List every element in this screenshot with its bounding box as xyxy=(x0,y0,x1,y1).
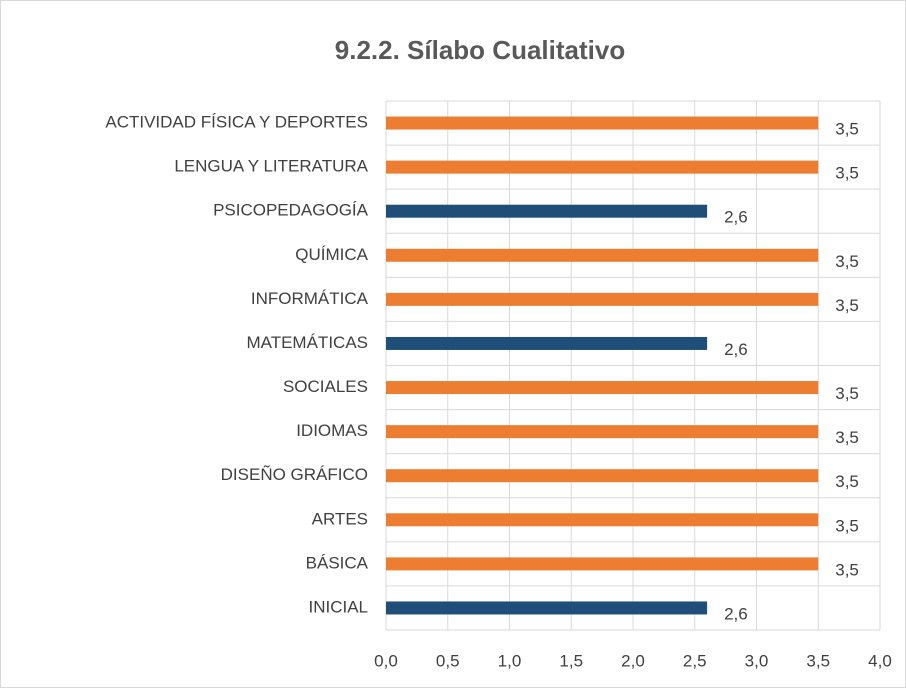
data-label: 3,5 xyxy=(835,164,859,183)
y-tick-label: ARTES xyxy=(312,509,368,528)
bar xyxy=(386,425,819,439)
data-label: 3,5 xyxy=(835,428,859,447)
y-tick-label: DISEÑO GRÁFICO xyxy=(221,465,368,484)
y-tick-label: LENGUA Y LITERATURA xyxy=(174,157,368,176)
bar xyxy=(386,248,819,262)
data-label: 2,6 xyxy=(724,208,748,227)
x-tick-label: 3,5 xyxy=(806,651,830,670)
y-tick-label: PSICOPEDAGOGÍA xyxy=(213,201,369,220)
bar xyxy=(386,381,819,395)
y-tick-label: SOCIALES xyxy=(283,377,368,396)
data-label: 3,5 xyxy=(835,384,859,403)
data-label: 3,5 xyxy=(835,296,859,315)
data-label: 3,5 xyxy=(835,560,859,579)
x-tick-label: 0,0 xyxy=(374,651,398,670)
bar xyxy=(386,513,819,527)
y-tick-label: INICIAL xyxy=(308,597,368,616)
data-label: 3,5 xyxy=(835,252,859,271)
x-tick-label: 2,0 xyxy=(621,651,645,670)
x-tick-label: 0,5 xyxy=(436,651,460,670)
x-tick-label: 1,0 xyxy=(498,651,522,670)
data-label: 3,5 xyxy=(835,120,859,139)
bar xyxy=(386,204,708,218)
bar xyxy=(386,336,708,350)
y-tick-label: INFORMÁTICA xyxy=(251,289,369,308)
bar xyxy=(386,557,819,571)
bar xyxy=(386,292,819,306)
x-tick-label: 2,5 xyxy=(683,651,707,670)
x-tick-label: 4,0 xyxy=(868,651,892,670)
y-tick-label: BÁSICA xyxy=(306,553,369,572)
x-tick-label: 1,5 xyxy=(559,651,583,670)
data-label: 3,5 xyxy=(835,472,859,491)
y-tick-label: IDIOMAS xyxy=(296,421,368,440)
y-tick-label: QUÍMICA xyxy=(295,245,368,264)
bar xyxy=(386,116,819,130)
bar xyxy=(386,160,819,174)
data-label: 2,6 xyxy=(724,340,748,359)
bar xyxy=(386,601,708,615)
y-tick-label: ACTIVIDAD FÍSICA Y DEPORTES xyxy=(105,113,368,132)
y-tick-label: MATEMÁTICAS xyxy=(246,333,368,352)
chart-title: 9.2.2. Sílabo Cualitativo xyxy=(335,35,625,65)
data-label: 3,5 xyxy=(835,516,859,535)
x-tick-label: 3,0 xyxy=(745,651,769,670)
data-label: 2,6 xyxy=(724,604,748,623)
bar xyxy=(386,469,819,483)
